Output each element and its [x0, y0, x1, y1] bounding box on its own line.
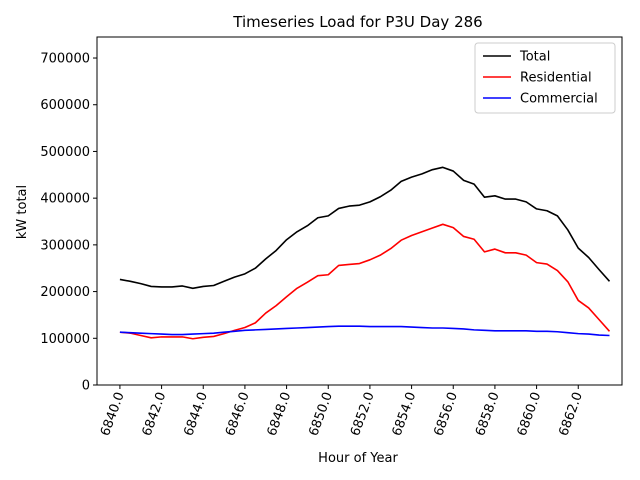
y-axis: 0 100000 200000 300000 400000 500000 600000 700… [40, 52, 97, 394]
series-line-total [119, 166, 611, 290]
legend-label-residential: Residential [520, 71, 592, 86]
legend-label-commercial: Commercial [520, 92, 598, 107]
chart-title: Timeseries Load for P3U Day 286 [232, 13, 482, 31]
y-tick-label: 100000 [40, 332, 90, 347]
y-tick-label: 600000 [40, 98, 90, 113]
x-axis-label: Hour of Year [318, 451, 398, 466]
y-tick-label: 0 [82, 379, 90, 394]
y-tick-label: 300000 [40, 238, 90, 253]
series-lines [119, 166, 611, 340]
y-axis-label: kW total [15, 185, 30, 239]
y-tick-label: 500000 [40, 145, 90, 160]
y-tick-label: 200000 [40, 285, 90, 300]
series-line-commercial [119, 325, 610, 337]
y-tick-label: 700000 [40, 52, 90, 67]
y-tick-label: 400000 [40, 192, 90, 207]
series-line-residential [119, 223, 611, 340]
legend-label-total: Total [519, 50, 550, 65]
legend: Total Residential Commercial [474, 42, 616, 114]
legend-box [474, 42, 616, 114]
